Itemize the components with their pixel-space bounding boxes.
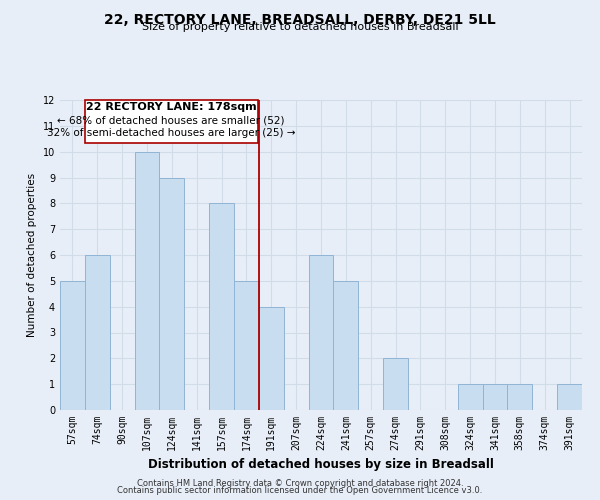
Bar (85, 255, 110, 410)
Text: ← 68% of detached houses are smaller (52): ← 68% of detached houses are smaller (52… (58, 115, 285, 125)
Bar (60, 281, 85, 410)
Bar (458, 384, 482, 410)
X-axis label: Distribution of detached houses by size in Breadsall: Distribution of detached houses by size … (148, 458, 494, 471)
Y-axis label: Number of detached properties: Number of detached properties (27, 173, 37, 337)
Text: Contains HM Land Registry data © Crown copyright and database right 2024.: Contains HM Land Registry data © Crown c… (137, 478, 463, 488)
Bar (160, 178, 184, 410)
Bar (334, 281, 358, 410)
Bar (209, 204, 234, 410)
Text: Size of property relative to detached houses in Breadsall: Size of property relative to detached ho… (142, 22, 458, 32)
Bar (508, 384, 532, 410)
Bar (134, 152, 160, 410)
Text: 22 RECTORY LANE: 178sqm: 22 RECTORY LANE: 178sqm (86, 102, 257, 112)
Bar (557, 384, 582, 410)
Text: 32% of semi-detached houses are larger (25) →: 32% of semi-detached houses are larger (… (47, 128, 295, 138)
Bar (308, 255, 334, 410)
Text: Contains public sector information licensed under the Open Government Licence v3: Contains public sector information licen… (118, 486, 482, 495)
Bar (383, 358, 408, 410)
Text: 22, RECTORY LANE, BREADSALL, DERBY, DE21 5LL: 22, RECTORY LANE, BREADSALL, DERBY, DE21… (104, 12, 496, 26)
Bar (259, 306, 284, 410)
FancyBboxPatch shape (85, 100, 257, 142)
Bar (234, 281, 259, 410)
Bar (482, 384, 508, 410)
